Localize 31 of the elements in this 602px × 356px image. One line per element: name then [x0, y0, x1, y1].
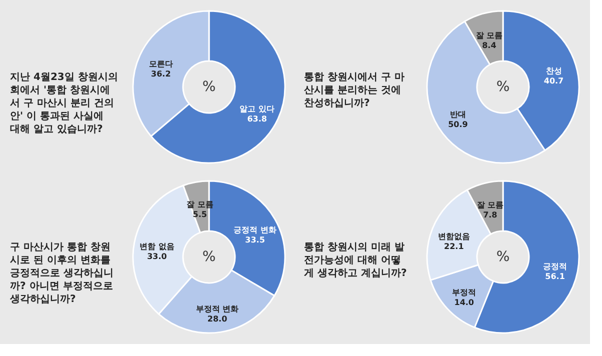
data-label: 40.7	[544, 76, 564, 86]
data-label: 63.8	[247, 114, 268, 124]
slice-label: 변함 없음	[140, 242, 174, 252]
data-label: 56.1	[545, 272, 566, 282]
data-label: 33.0	[147, 252, 168, 262]
slice-label: 반대	[450, 110, 466, 119]
data-label: 28.0	[207, 314, 228, 324]
slice-label: 알고 있다	[240, 104, 274, 114]
text: %	[202, 79, 216, 95]
slice-label: 모른다	[148, 60, 173, 69]
slice-label: 긍정적 변화	[234, 226, 276, 235]
slice-label: 부정적 변화	[196, 304, 239, 314]
data-label: 22.1	[444, 242, 464, 252]
text: %	[202, 249, 216, 265]
text: 구 마산시가 통합 창원 시로 된 이후의 변화를 긍정적으로 생각하십니 까? 아니면 부정적으로 생각하십니까?	[9, 242, 114, 305]
data-label: 36.2	[151, 70, 171, 79]
data-label: 33.5	[245, 236, 266, 245]
text: 통합 창원시의 미래 발 전가능성에 대해 어떻 게 생각하고 계십니까?	[304, 242, 407, 279]
slice-label: 부정적	[452, 288, 476, 298]
slice-label: 긍정적	[543, 262, 568, 272]
data-label: 50.9	[448, 120, 468, 129]
data-label: 7.8	[483, 210, 498, 220]
text: 통합 창원시에서 구 마 산시를 분리하는 것에 찬성하십니까?	[304, 72, 404, 109]
data-label: 8.4	[482, 40, 497, 50]
text: %	[496, 249, 510, 265]
text: %	[496, 79, 510, 95]
text: 지난 4월23일 창원시의 회에서 '통합 창원시에 서 구 마산시 분리 건의 안' 이 통과된 사실에 대해 알고 있습니까?	[10, 72, 118, 135]
slice-label: 찬성	[546, 66, 562, 76]
slice-label: 잘 모름	[476, 30, 503, 40]
slice-label: 변함없음	[438, 232, 470, 242]
data-label: 14.0	[454, 298, 474, 308]
